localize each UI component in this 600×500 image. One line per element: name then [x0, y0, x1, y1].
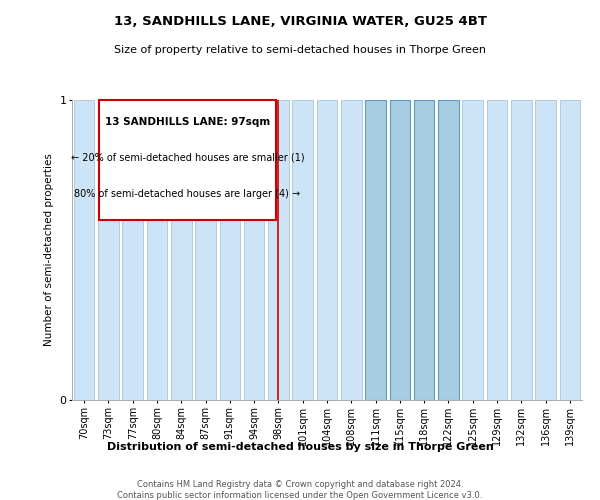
Y-axis label: Number of semi-detached properties: Number of semi-detached properties: [44, 154, 54, 346]
Text: 80% of semi-detached houses are larger (4) →: 80% of semi-detached houses are larger (…: [74, 188, 301, 198]
Bar: [365, 100, 386, 400]
Bar: [122, 100, 143, 400]
Text: Distribution of semi-detached houses by size in Thorpe Green: Distribution of semi-detached houses by …: [107, 442, 493, 452]
FancyBboxPatch shape: [99, 100, 276, 220]
Bar: [220, 100, 240, 400]
Bar: [463, 100, 483, 400]
Bar: [389, 100, 410, 400]
Bar: [560, 100, 580, 400]
Bar: [98, 100, 119, 400]
Bar: [146, 100, 167, 400]
Bar: [195, 100, 216, 400]
Bar: [487, 100, 508, 400]
Bar: [414, 100, 434, 400]
Text: Contains HM Land Registry data © Crown copyright and database right 2024.: Contains HM Land Registry data © Crown c…: [137, 480, 463, 489]
Bar: [511, 100, 532, 400]
Bar: [438, 100, 459, 400]
Bar: [292, 100, 313, 400]
Bar: [244, 100, 265, 400]
Text: 13 SANDHILLS LANE: 97sqm: 13 SANDHILLS LANE: 97sqm: [105, 116, 270, 126]
Bar: [171, 100, 191, 400]
Bar: [341, 100, 362, 400]
Text: Contains public sector information licensed under the Open Government Licence v3: Contains public sector information licen…: [118, 491, 482, 500]
Bar: [74, 100, 94, 400]
Bar: [268, 100, 289, 400]
Bar: [535, 100, 556, 400]
Bar: [317, 100, 337, 400]
Text: ← 20% of semi-detached houses are smaller (1): ← 20% of semi-detached houses are smalle…: [71, 152, 304, 162]
Text: Size of property relative to semi-detached houses in Thorpe Green: Size of property relative to semi-detach…: [114, 45, 486, 55]
Text: 13, SANDHILLS LANE, VIRGINIA WATER, GU25 4BT: 13, SANDHILLS LANE, VIRGINIA WATER, GU25…: [113, 15, 487, 28]
